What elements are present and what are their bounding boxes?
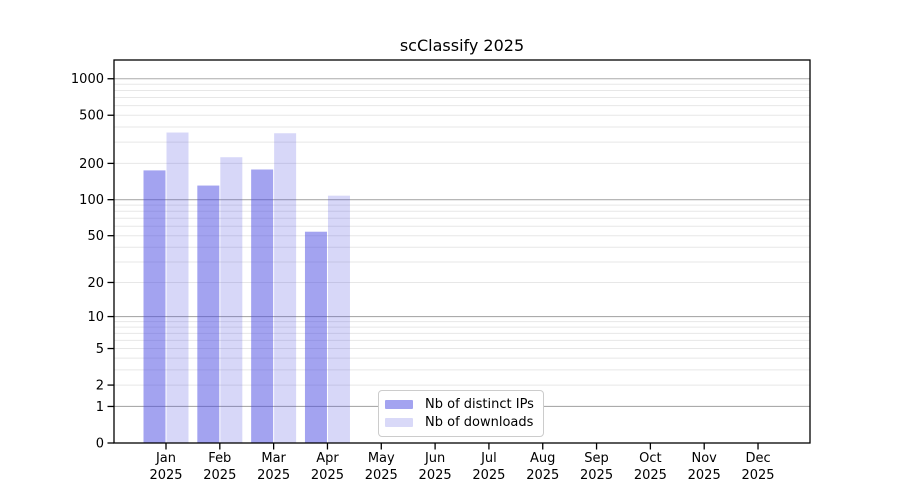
x-tick-label-year-oct: 2025 [634,468,667,483]
legend-item-downloads: Nb of downloads [385,415,537,430]
legend-item-distinct-ips: Nb of distinct IPs [385,397,537,412]
x-tick-label-month-jun: Jun [424,451,445,466]
x-tick-label-month-jan: Jan [155,451,176,466]
x-tick-label-year-feb: 2025 [203,468,236,483]
x-tick-label-month-oct: Oct [639,451,661,466]
x-tick-label-year-mar: 2025 [257,468,290,483]
legend-swatch-downloads [385,418,413,428]
y-tick-label-100: 100 [79,193,104,208]
chart-title: scClassify 2025 [399,36,525,55]
y-tick-label-50: 50 [87,229,104,244]
bar-downloads-apr-2025 [327,195,350,443]
legend-swatch-distinct-ips [385,399,413,409]
y-tick-label-200: 200 [79,157,104,172]
bar-downloads-feb-2025 [220,157,243,443]
x-tick-label-year-aug: 2025 [526,468,559,483]
x-tick-label-month-feb: Feb [208,451,231,466]
x-tick-label-year-apr: 2025 [311,468,344,483]
y-tick-label-5: 5 [96,342,104,357]
bar-ips-apr-2025 [304,231,327,443]
bar-ips-jan-2025 [143,170,166,443]
y-tick-label-1000: 1000 [71,72,104,87]
x-tick-label-year-jun: 2025 [419,468,452,483]
x-tick-label-month-nov: Nov [692,451,718,466]
legend: Nb of distinct IPs Nb of downloads [378,390,544,437]
x-tick-label-year-jul: 2025 [472,468,505,483]
legend-label-downloads: Nb of downloads [425,415,534,431]
x-tick-label-month-aug: Aug [530,451,555,466]
bar-ips-mar-2025 [251,169,274,443]
legend-label-distinct-ips: Nb of distinct IPs [425,396,534,412]
x-tick-label-year-sep: 2025 [580,468,613,483]
y-tick-label-0: 0 [96,437,104,452]
y-tick-label-1: 1 [96,400,104,415]
bar-downloads-jan-2025 [166,132,189,444]
x-tick-label-month-dec: Dec [745,451,770,466]
x-tick-label-month-mar: Mar [261,451,286,466]
y-tick-label-2: 2 [96,379,104,394]
x-tick-label-month-sep: Sep [584,451,609,466]
bar-downloads-mar-2025 [274,133,297,443]
y-tick-label-20: 20 [87,276,104,291]
x-tick-label-year-nov: 2025 [688,468,721,483]
bar-ips-feb-2025 [197,185,220,444]
y-tick-label-500: 500 [79,109,104,124]
x-tick-label-year-may: 2025 [365,468,398,483]
y-tick-label-10: 10 [87,310,104,325]
x-tick-label-year-dec: 2025 [741,468,774,483]
plot-border [113,59,811,444]
x-tick-label-month-apr: Apr [316,451,339,466]
x-tick-label-year-jan: 2025 [149,468,182,483]
x-tick-label-month-may: May [368,451,395,466]
x-tick-label-month-jul: Jul [480,451,497,466]
